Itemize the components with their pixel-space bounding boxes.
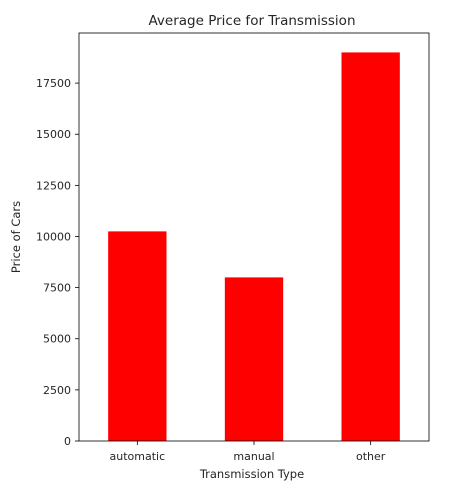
- x-axis-ticks: automatic manual other: [110, 441, 386, 463]
- plot-frame: [78, 32, 430, 442]
- bar-automatic: [108, 231, 167, 441]
- y-tick-label: 12500: [36, 179, 71, 192]
- y-axis-label: Price of Cars: [9, 201, 23, 273]
- y-tick-label: 10000: [36, 230, 71, 243]
- y-axis-ticks: 0 2500 5000 7500 10000 12500 15000 17500: [36, 77, 79, 448]
- chart-title: Average Price for Transmission: [148, 13, 355, 29]
- y-tick-label: 17500: [36, 77, 71, 90]
- y-tick-label: 2500: [43, 384, 71, 397]
- x-tick-label: manual: [233, 450, 274, 463]
- bar-other: [341, 52, 400, 442]
- y-tick-label: 15000: [36, 128, 71, 141]
- y-tick-label: 0: [64, 435, 71, 448]
- bars-group: [108, 52, 400, 442]
- y-tick-label: 7500: [43, 282, 71, 295]
- bar-manual: [224, 277, 284, 441]
- y-tick-label: 5000: [43, 333, 71, 346]
- x-tick-label: other: [356, 450, 386, 463]
- x-axis-label: Transmission Type: [199, 467, 304, 481]
- x-tick-label: automatic: [110, 450, 166, 463]
